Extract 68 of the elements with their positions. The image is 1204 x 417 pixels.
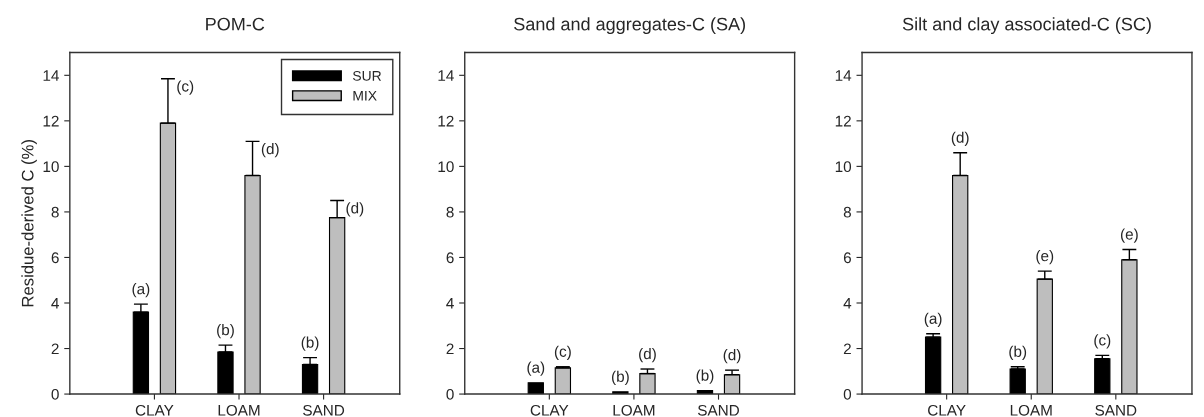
bar	[1036, 278, 1053, 395]
data-label: (c)	[177, 80, 194, 95]
bar	[1009, 368, 1026, 395]
data-label: (b)	[696, 369, 714, 384]
y-tick-label: 6	[843, 252, 851, 264]
y-tick-label: 6	[446, 252, 454, 264]
legend-label: SUR	[352, 70, 382, 81]
data-label: (e)	[1036, 250, 1054, 265]
data-label: (b)	[612, 370, 629, 385]
bar	[723, 374, 741, 395]
bar	[639, 373, 656, 395]
data-label: (c)	[1094, 334, 1111, 349]
y-tick-label: 8	[843, 206, 851, 218]
x-tick-label: CLAY	[530, 404, 569, 416]
chart-title: Silt and clay associated-C (SC)	[902, 17, 1151, 35]
y-tick-label: 4	[446, 298, 454, 309]
y-tick-label: 10	[835, 161, 852, 173]
y-tick-label: 12	[835, 115, 851, 127]
y-tick-label: 2	[843, 343, 851, 355]
data-label: (d)	[346, 202, 364, 217]
y-tick-label: 4	[843, 298, 852, 309]
legend-label: MIX	[353, 91, 377, 101]
y-tick-label: 6	[51, 252, 59, 264]
y-tick-label: 8	[446, 206, 454, 218]
x-tick-label: CLAY	[928, 404, 966, 416]
x-tick-label: SAND	[697, 404, 739, 416]
y-tick-label: 0	[843, 388, 852, 400]
y-tick-label: 8	[51, 206, 59, 218]
y-tick-label: 10	[438, 161, 454, 173]
bar	[554, 367, 572, 395]
y-tick-label: 10	[43, 161, 59, 173]
y-axis-title: Residue-derived C (%)	[21, 140, 37, 307]
data-label: (e)	[1120, 228, 1138, 243]
data-label: (b)	[1009, 345, 1027, 360]
x-tick-label: SAND	[303, 404, 345, 416]
chart-title: Sand and aggregates-C (SA)	[514, 17, 746, 35]
x-tick-label: LOAM	[1010, 404, 1052, 416]
data-label: (d)	[639, 347, 656, 363]
y-tick-label: 14	[835, 70, 852, 81]
data-label: (a)	[527, 361, 545, 376]
x-tick-label: SAND	[1095, 404, 1137, 416]
bar	[132, 311, 150, 395]
bar	[159, 122, 177, 395]
y-tick-label: 2	[446, 343, 454, 355]
y-tick-label: 4	[51, 298, 59, 309]
y-tick-label: 14	[438, 70, 454, 81]
y-tick-label: 12	[43, 115, 59, 127]
data-label: (c)	[554, 345, 571, 360]
y-tick-label: 12	[438, 115, 454, 127]
data-label: (d)	[951, 131, 969, 146]
y-tick-label: 2	[51, 343, 59, 355]
bar	[217, 351, 234, 395]
x-tick-label: LOAM	[613, 404, 655, 416]
bar	[527, 382, 544, 395]
y-tick-label: 0	[51, 388, 59, 400]
x-tick-label: LOAM	[218, 404, 260, 416]
chart-title: POM-C	[206, 17, 265, 31]
x-tick-label: CLAY	[135, 404, 174, 416]
y-tick-label: 14	[43, 70, 59, 81]
y-tick-label: 0	[446, 388, 454, 400]
data-label: (b)	[217, 324, 234, 339]
data-label: (a)	[924, 312, 942, 327]
bar	[924, 336, 942, 395]
data-label: (d)	[723, 349, 741, 364]
bar	[1094, 358, 1111, 395]
data-label: (b)	[301, 336, 319, 351]
data-label: (a)	[132, 283, 150, 298]
data-label: (d)	[261, 143, 279, 158]
